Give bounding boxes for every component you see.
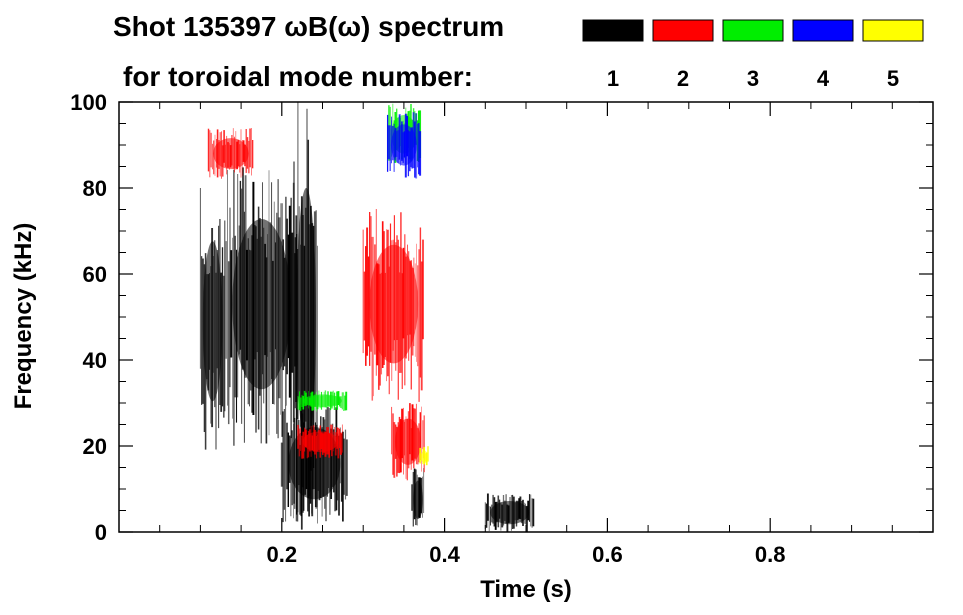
spectral-region-mode-2 [362,209,424,402]
spectral-core [490,500,530,525]
axes: 0.2 0.4 0.6 0.8 0 20 40 60 80 100 [70,90,933,567]
spectral-core [421,450,428,464]
spectral-region-mode-1 [224,167,299,446]
chart-title-line1: Shot 135397 ωB(ω) spectrum [113,11,504,42]
spectral-region-mode-5 [419,446,429,466]
legend-label-mode-2: 2 [677,66,689,91]
spectral-region-mode-1 [484,493,535,532]
legend-swatch-mode-4 [792,19,854,42]
spectral-core [296,188,317,446]
x-tick-label: 0.2 [267,542,298,567]
legend: 1 2 3 4 5 [582,19,924,91]
chart-title-line2: for toroidal mode number: [123,61,473,92]
spectral-region-mode-2 [391,403,425,481]
legend-swatch-mode-5 [862,19,924,42]
y-tick-label: 100 [70,90,107,115]
x-tick-label: 0.4 [429,542,460,567]
legend-swatch-mode-3 [722,19,784,42]
spectral-region-mode-2 [297,424,343,459]
plot-marks [199,102,535,532]
spectral-core [395,418,421,465]
x-axis-label: Time (s) [480,576,572,603]
legend-label-mode-3: 3 [747,66,759,91]
legend-swatch-mode-1 [582,19,644,42]
legend-swatch-mode-2 [652,19,714,42]
x-tick-label: 0.6 [592,542,623,567]
y-tick-label: 60 [83,262,107,287]
spectral-core [390,124,417,166]
y-tick-label: 40 [83,348,107,373]
spectral-core [213,138,249,170]
spectral-core [202,241,223,402]
y-tick-label: 0 [95,520,107,545]
legend-label-mode-4: 4 [817,66,830,91]
x-tick-label: 0.8 [755,542,786,567]
spectral-core [302,431,339,453]
legend-label-mode-1: 1 [607,66,619,91]
spectral-core [369,244,419,364]
spectral-region-mode-1 [411,468,425,527]
spectral-region-mode-4 [386,112,422,179]
y-tick-label: 20 [83,434,107,459]
legend-label-mode-5: 5 [887,66,899,91]
spectral-core [413,480,423,520]
spectral-region-mode-2 [207,128,254,179]
spectral-core [303,394,342,408]
y-axis-label: Frequency (kHz) [10,223,37,410]
spectral-region-mode-1 [199,188,225,450]
spectral-core [232,219,291,390]
spectral-region-mode-3 [297,390,348,412]
y-tick-label: 80 [83,176,107,201]
